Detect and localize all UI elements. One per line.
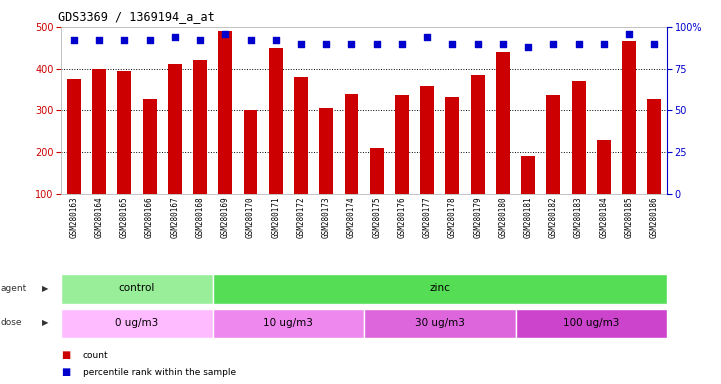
- Bar: [647, 99, 661, 194]
- Text: GSM280172: GSM280172: [296, 196, 306, 238]
- Bar: [572, 81, 585, 194]
- Point: [270, 37, 282, 43]
- Bar: [269, 48, 283, 194]
- Bar: [61, 309, 213, 338]
- Bar: [319, 108, 333, 194]
- Text: GSM280185: GSM280185: [624, 196, 634, 238]
- Text: GSM280186: GSM280186: [650, 196, 659, 238]
- Text: GDS3369 / 1369194_a_at: GDS3369 / 1369194_a_at: [58, 10, 214, 23]
- Bar: [193, 60, 207, 194]
- Point: [573, 40, 585, 46]
- Point: [371, 40, 383, 46]
- Text: GSM280176: GSM280176: [397, 196, 407, 238]
- Point: [598, 40, 610, 46]
- Text: 30 ug/m3: 30 ug/m3: [415, 318, 465, 328]
- Point: [447, 40, 459, 46]
- Point: [94, 37, 105, 43]
- Bar: [218, 31, 232, 194]
- Text: GSM280178: GSM280178: [448, 196, 457, 238]
- Point: [624, 30, 635, 36]
- Text: GSM280175: GSM280175: [372, 196, 381, 238]
- Point: [169, 34, 181, 40]
- Bar: [67, 79, 81, 194]
- Bar: [213, 309, 364, 338]
- Bar: [446, 97, 459, 194]
- Text: GSM280164: GSM280164: [94, 196, 104, 238]
- Text: 10 ug/m3: 10 ug/m3: [263, 318, 314, 328]
- Point: [472, 40, 484, 46]
- Bar: [471, 75, 485, 194]
- Bar: [92, 69, 106, 194]
- Bar: [213, 274, 667, 304]
- Bar: [61, 274, 213, 304]
- Bar: [547, 94, 560, 194]
- Point: [497, 40, 509, 46]
- Bar: [521, 156, 535, 194]
- Point: [548, 40, 559, 46]
- Text: GSM280170: GSM280170: [246, 196, 255, 238]
- Text: 100 ug/m3: 100 ug/m3: [563, 318, 619, 328]
- Bar: [244, 111, 257, 194]
- Point: [397, 40, 408, 46]
- Bar: [370, 148, 384, 194]
- Bar: [143, 99, 156, 194]
- Bar: [168, 65, 182, 194]
- Text: GSM280169: GSM280169: [221, 196, 230, 238]
- Text: GSM280165: GSM280165: [120, 196, 129, 238]
- Text: count: count: [83, 351, 109, 360]
- Text: GSM280180: GSM280180: [498, 196, 508, 238]
- Text: ■: ■: [61, 350, 71, 360]
- Text: dose: dose: [1, 318, 22, 328]
- Text: control: control: [119, 283, 155, 293]
- Text: GSM280179: GSM280179: [473, 196, 482, 238]
- Point: [118, 37, 131, 43]
- Bar: [496, 52, 510, 194]
- Text: GSM280177: GSM280177: [423, 196, 432, 238]
- Text: GSM280171: GSM280171: [271, 196, 280, 238]
- Text: GSM280173: GSM280173: [322, 196, 331, 238]
- Text: zinc: zinc: [430, 283, 450, 293]
- Point: [144, 37, 156, 43]
- Point: [68, 37, 80, 43]
- Point: [649, 40, 660, 46]
- Bar: [622, 41, 636, 194]
- Text: ■: ■: [61, 367, 71, 377]
- Bar: [118, 71, 131, 194]
- Text: percentile rank within the sample: percentile rank within the sample: [83, 368, 236, 377]
- Point: [321, 40, 332, 46]
- Point: [195, 37, 206, 43]
- Text: GSM280182: GSM280182: [549, 196, 558, 238]
- Point: [220, 30, 231, 36]
- Point: [421, 34, 433, 40]
- Text: GSM280166: GSM280166: [145, 196, 154, 238]
- Text: GSM280183: GSM280183: [574, 196, 583, 238]
- Text: agent: agent: [1, 284, 27, 293]
- Bar: [395, 94, 409, 194]
- Bar: [420, 86, 434, 194]
- Point: [245, 37, 257, 43]
- Text: GSM280181: GSM280181: [523, 196, 533, 238]
- Point: [346, 40, 358, 46]
- Text: 0 ug/m3: 0 ug/m3: [115, 318, 159, 328]
- Bar: [294, 77, 308, 194]
- Bar: [364, 309, 516, 338]
- Point: [522, 44, 534, 50]
- Point: [296, 40, 307, 46]
- Text: GSM280168: GSM280168: [195, 196, 205, 238]
- Bar: [345, 94, 358, 194]
- Bar: [516, 309, 667, 338]
- Text: GSM280184: GSM280184: [599, 196, 609, 238]
- Text: GSM280174: GSM280174: [347, 196, 356, 238]
- Bar: [597, 141, 611, 194]
- Text: ▶: ▶: [42, 284, 48, 293]
- Text: GSM280167: GSM280167: [170, 196, 180, 238]
- Text: ▶: ▶: [42, 318, 48, 328]
- Text: GSM280163: GSM280163: [69, 196, 79, 238]
